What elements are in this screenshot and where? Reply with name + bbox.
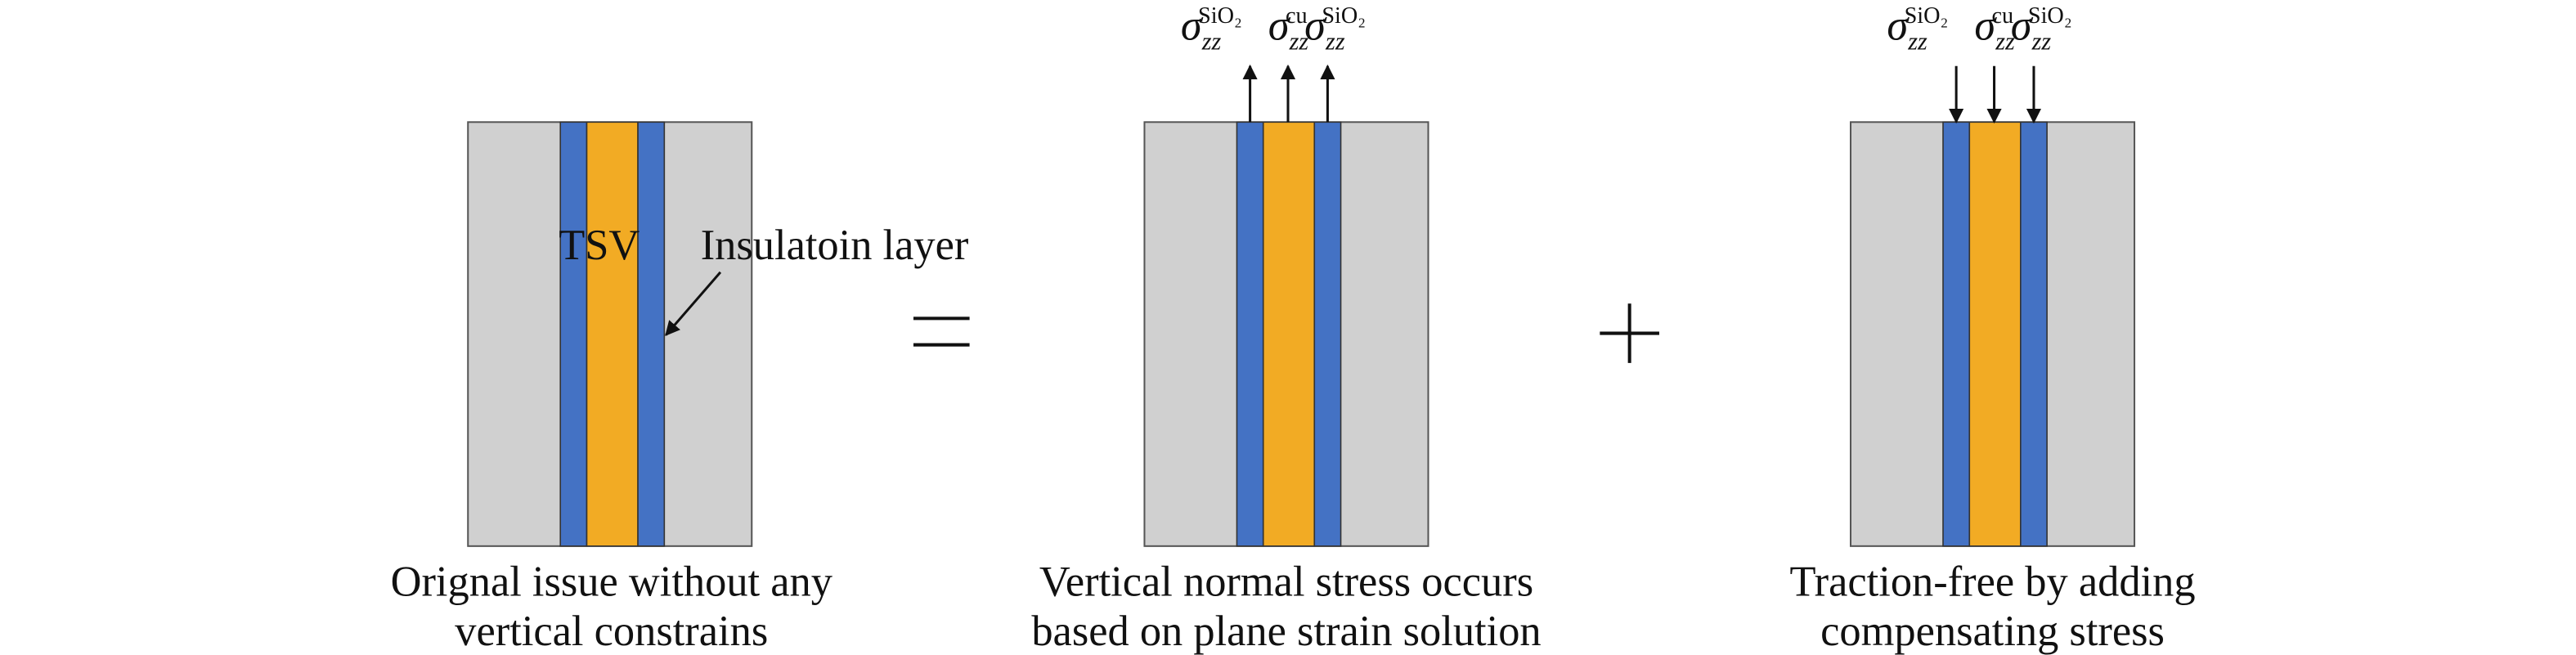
insulation-left [1942,121,1971,547]
stress-symbol: σ [1974,2,1997,49]
caption: Vertical normal stress occurs [1039,558,1533,605]
stress-symbol: σ [1268,2,1291,49]
stress-superscript: SiO₂ [2028,3,2072,29]
stress-label: σzzcu [1268,2,1309,55]
tsv-copper [1262,121,1316,547]
insulation-right [2020,121,2048,547]
stress-subscript: zz [1325,28,1345,56]
pointer-arrow [665,271,722,336]
caption: vertical constrains [455,608,768,655]
insulation-right [1313,121,1342,547]
stress-superscript: SiO₂ [1905,3,1949,29]
stress-superscript: cu [1992,3,2014,29]
stress-label: σzzSiO₂ [1181,2,1242,55]
insulation-right [637,121,666,547]
stress-symbol: σ [2011,2,2034,49]
caption: compensating stress [1820,608,2165,655]
plus-sign [1600,303,1659,363]
stress-symbol: σ [1304,2,1327,49]
stress-superscript: SiO₂ [1198,3,1242,29]
tsv-copper [586,121,639,547]
stress-symbol: σ [1181,2,1204,49]
stress-label: σzzSiO₂ [1304,2,1366,55]
stress-subscript: zz [2031,28,2052,56]
stress-label: σzzSiO₂ [1887,2,1948,55]
tsv-copper [1968,121,2022,547]
equals-sign [913,316,970,347]
caption: based on plane strain solution [1031,608,1541,655]
stress-label: σzzcu [1974,2,2015,55]
tsv-label: TSV [559,222,640,269]
stress-subscript: zz [1995,28,2015,56]
stress-label: σzzSiO₂ [2011,2,2072,55]
caption: Traction-free by adding [1789,558,2195,605]
stress-subscript: zz [1201,28,1222,56]
stress-superscript: SiO₂ [1322,3,1366,29]
stress-superscript: cu [1286,3,1308,29]
insulation-left [559,121,588,547]
stress-subscript: zz [1289,28,1309,56]
stress-symbol: σ [1887,2,1910,49]
caption: Orignal issue without any [391,558,833,605]
stress-subscript: zz [1907,28,1928,56]
insulation-left [1236,121,1264,547]
insulation-label: Insulatoin layer [701,222,969,269]
